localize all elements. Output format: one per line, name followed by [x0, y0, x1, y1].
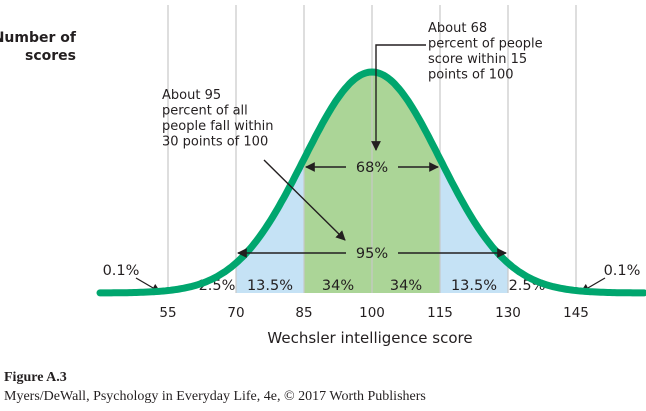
- bell-curve: [96, 68, 646, 297]
- y-axis-label-line-1: Number of: [0, 30, 76, 46]
- x-tick-label-145: 145: [563, 305, 589, 321]
- annotation-1-line-1: percent of all: [162, 104, 248, 119]
- x-tick-label-70: 70: [227, 305, 244, 321]
- x-tick-label-100: 100: [359, 305, 385, 321]
- annotation-95-pointer: [263, 159, 346, 241]
- band-label-5: 13.5%: [451, 278, 497, 294]
- band-label-3: 34%: [322, 278, 354, 294]
- x-axis-label: Wechsler intelligence score: [267, 329, 472, 347]
- bell-curve-line: [96, 68, 646, 297]
- x-tick-label-115: 115: [427, 305, 453, 321]
- vertical-gridlines: [167, 5, 577, 293]
- y-axis-label-line-2: scores: [25, 48, 76, 64]
- x-tick-label-55: 55: [159, 305, 176, 321]
- annotation-1-line-0: About 95: [162, 88, 221, 103]
- range-arrows: 68% 95%: [237, 160, 507, 262]
- annotation-0-line-1: percent of people: [428, 37, 543, 52]
- band-label-7: 0.1%: [604, 263, 641, 279]
- range-label-1: 95%: [356, 246, 388, 262]
- range-label-0: 68%: [356, 160, 388, 176]
- band-label-0: 0.1%: [103, 263, 140, 279]
- band-label-2: 13.5%: [247, 278, 293, 294]
- annotation-0-line-0: About 68: [428, 21, 487, 36]
- x-tick-label-85: 85: [295, 305, 312, 321]
- annotation-0-line-3: points of 100: [428, 68, 514, 83]
- annotation-0-line-2: score within 15: [428, 52, 527, 67]
- band-label-4: 34%: [390, 278, 422, 294]
- annotation-1-line-2: people fall within: [162, 119, 274, 134]
- x-axis-ticks: 55 70 85 100 115 130 145: [159, 305, 588, 321]
- annotation-1-line-3: 30 points of 100: [162, 135, 268, 150]
- x-tick-label-130: 130: [495, 305, 521, 321]
- annotation-68-pointer: [371, 44, 426, 151]
- figure-credit: Myers/DeWall, Psychology in Everyday Lif…: [4, 389, 426, 404]
- figure-title: Figure A.3: [4, 370, 67, 385]
